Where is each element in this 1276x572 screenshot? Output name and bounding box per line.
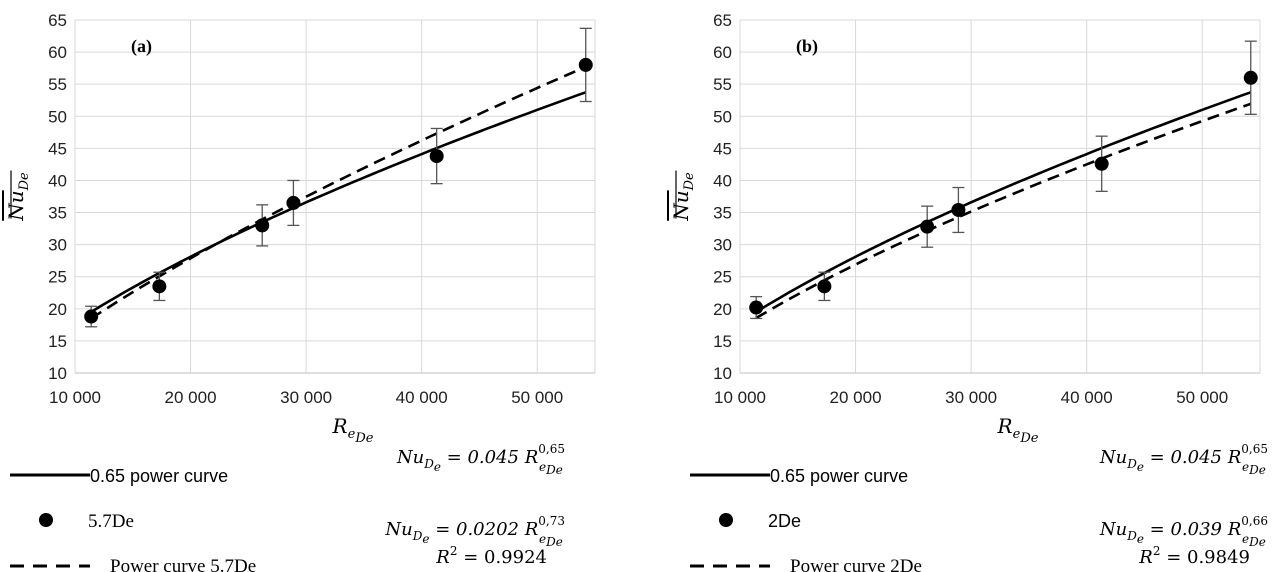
- y-tick-label: 10: [713, 364, 732, 383]
- fit-equation: NuDe = 0.039 R0,66 eDe: [1099, 514, 1268, 549]
- data-point: [578, 57, 593, 72]
- x-tick-label: 30 000: [280, 388, 332, 407]
- y-tick-label: 65: [48, 11, 67, 30]
- x-tick-label: 10 000: [714, 388, 766, 407]
- y-tick-label: 25: [48, 268, 67, 287]
- solid-power-curve: [755, 91, 1252, 314]
- y-tick-label: 45: [713, 139, 732, 158]
- fit-equation: NuDe = 0.045 R0,65 eDe: [1099, 442, 1268, 477]
- chart-panel-b: 10 15 20 25 30 35 40 45 50 55 60 65 10 000 20 000 30 0…: [669, 11, 1261, 446]
- y-axis-label: NuDe: [669, 172, 697, 222]
- legend-point-label: 2De: [768, 511, 801, 531]
- chart-panel-a: 10 15 20 25 30 35 40 45 50 55 60 65 10 000 20 000 30 0…: [4, 11, 596, 446]
- y-tick-label: 50: [713, 107, 732, 126]
- legend-point-swatch: [719, 513, 733, 527]
- r-squared: R2 = 0.9924: [435, 544, 547, 568]
- legend-dashed-label: Power curve 5.7De: [110, 556, 256, 572]
- dashed-fit-curve: [90, 65, 587, 320]
- legend-point-swatch: [39, 513, 53, 527]
- y-tick-label: 60: [713, 43, 732, 62]
- x-axis-label: ReDe: [997, 414, 1039, 446]
- dashed-fit-curve: [755, 102, 1252, 320]
- y-tick-label: 35: [48, 204, 67, 223]
- data-point: [1243, 70, 1258, 85]
- data-point: [429, 149, 444, 164]
- x-tick-label: 50 000: [511, 388, 563, 407]
- y-tick-label: 65: [713, 11, 732, 30]
- legend-solid-label: 0.65 power curve: [90, 466, 228, 486]
- x-tick-label: 40 000: [396, 388, 448, 407]
- data-point: [152, 279, 167, 294]
- data-point: [286, 195, 301, 210]
- fit-equation: NuDe = 0.0202 R0,73 eDe: [384, 514, 565, 549]
- r-squared: R2 = 0.9849: [1138, 544, 1250, 568]
- x-tick-label: 20 000: [830, 388, 882, 407]
- y-tick-label: 15: [48, 332, 67, 351]
- y-tick-label: 60: [48, 43, 67, 62]
- y-tick-label: 25: [713, 268, 732, 287]
- y-tick-label: 30: [48, 236, 67, 255]
- legend-point-label: 5.7De: [88, 511, 134, 532]
- legends: 0.65 power curve 5.7De Power curve 5.7De Nu…: [10, 442, 1268, 572]
- legend-dashed-label: Power curve 2De: [790, 556, 922, 572]
- y-tick-label: 55: [713, 75, 732, 94]
- data-point: [1094, 156, 1109, 171]
- y-tick-label: 20: [48, 300, 67, 319]
- y-tick-label: 55: [48, 75, 67, 94]
- y-tick-label: 10: [48, 364, 67, 383]
- x-tick-label: 30 000: [945, 388, 997, 407]
- x-tick-label: 20 000: [165, 388, 217, 407]
- data-point: [817, 279, 832, 294]
- data-point: [920, 219, 935, 234]
- y-axis-label: NuDe: [4, 172, 32, 222]
- legend-solid-label: 0.65 power curve: [770, 466, 908, 486]
- data-point: [84, 309, 99, 324]
- y-tick-label: 20: [713, 300, 732, 319]
- y-tick-label: 45: [48, 139, 67, 158]
- fit-equation: NuDe = 0.045 R0,65 eDe: [396, 442, 565, 477]
- y-tick-label: 40: [48, 171, 67, 190]
- y-tick-label: 35: [713, 204, 732, 223]
- data-point: [255, 218, 270, 233]
- x-tick-label: 40 000: [1061, 388, 1113, 407]
- y-tick-label: 15: [713, 332, 732, 351]
- x-tick-label: 50 000: [1176, 388, 1228, 407]
- solid-power-curve: [90, 91, 587, 314]
- x-tick-label: 10 000: [49, 388, 101, 407]
- y-tick-label: 40: [713, 171, 732, 190]
- y-tick-label: 50: [48, 107, 67, 126]
- y-tick-label: 30: [713, 236, 732, 255]
- data-point: [749, 300, 764, 315]
- panel-label: (b): [796, 36, 818, 57]
- data-point: [951, 202, 966, 217]
- panel-label: (a): [131, 36, 152, 57]
- x-axis-label: ReDe: [332, 414, 374, 446]
